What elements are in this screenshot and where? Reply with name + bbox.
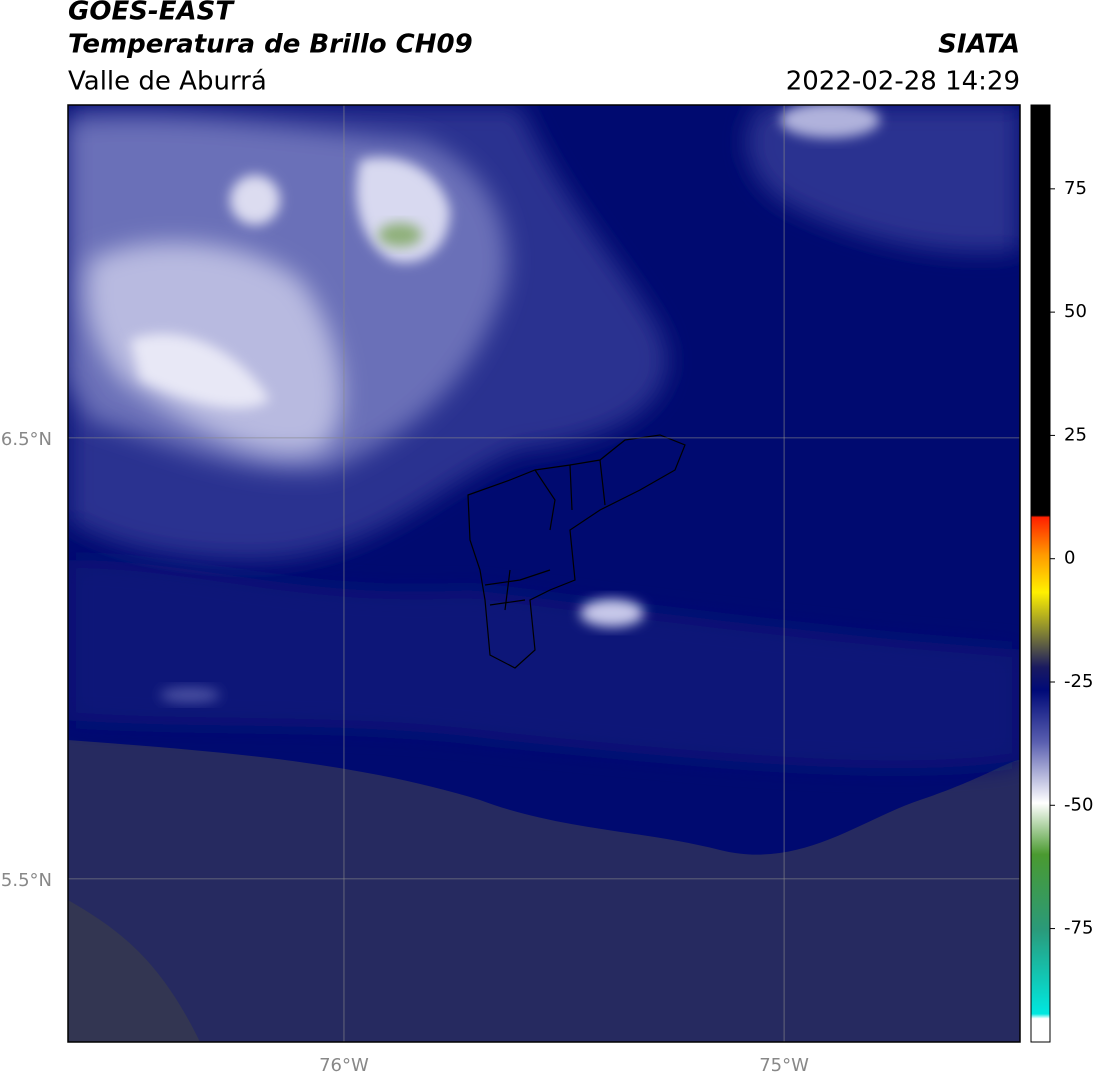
colorbar-tick-label: 25 xyxy=(1064,424,1087,445)
region: Valle de Aburrá xyxy=(68,67,267,97)
graticule xyxy=(68,105,1020,1042)
satellite-image xyxy=(68,105,1020,1042)
colorbar-tick-label: -25 xyxy=(1064,671,1093,692)
lat-tick-label: 5.5°N xyxy=(1,870,52,891)
colorbar-tick-label: 50 xyxy=(1064,301,1087,322)
colorbar xyxy=(1030,104,1051,1043)
source: SIATA xyxy=(938,30,1020,60)
colorbar-tick-label: -50 xyxy=(1064,794,1093,815)
colorbar-tick-label: 75 xyxy=(1064,178,1087,199)
lat-tick-label: 6.5°N xyxy=(1,429,52,450)
map-frame xyxy=(67,104,1021,1043)
subtitle: Temperatura de Brillo CH09 xyxy=(68,30,473,60)
timestamp: 2022-02-28 14:29 xyxy=(786,67,1020,97)
lon-tick-label: 75°W xyxy=(759,1055,809,1076)
colorbar-tick-label: 0 xyxy=(1064,548,1075,569)
title: GOES-EAST xyxy=(68,0,235,27)
municipal-boundaries xyxy=(467,434,686,669)
lon-tick-label: 76°W xyxy=(319,1055,369,1076)
colorbar-tick-label: -75 xyxy=(1064,918,1093,939)
